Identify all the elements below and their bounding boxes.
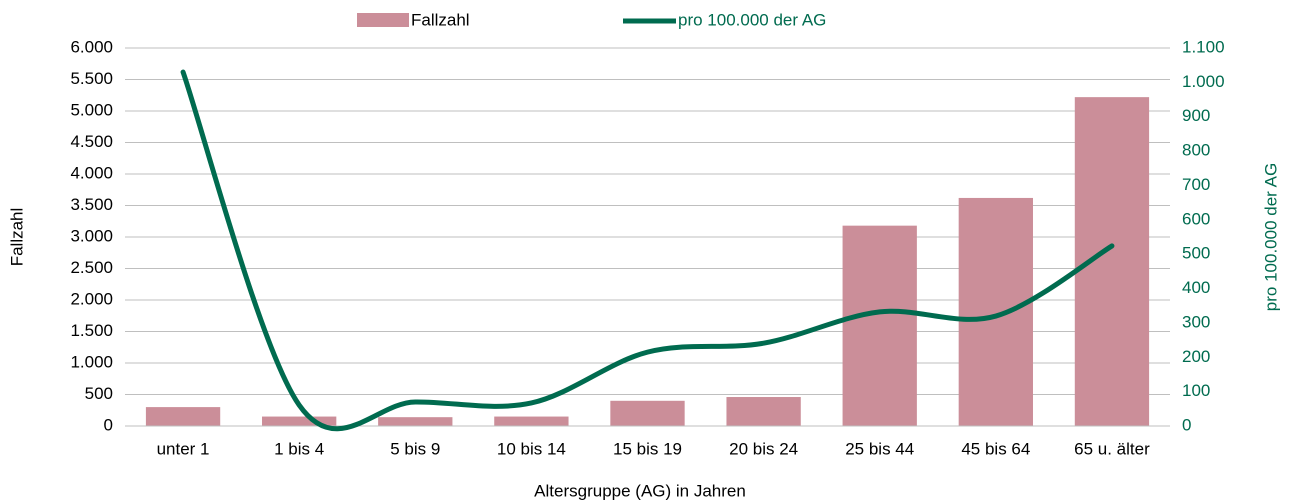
y2-tick-label: 1.100 <box>1182 37 1225 56</box>
bar <box>494 416 569 426</box>
y-tick-label: 1.000 <box>70 352 113 371</box>
y2-tick-label: 400 <box>1182 278 1210 297</box>
y-tick-label: 6.000 <box>70 37 113 56</box>
x-tick-label: 1 bis 4 <box>274 439 324 458</box>
y2-tick-label: 800 <box>1182 141 1210 160</box>
legend-label: Fallzahl <box>411 10 470 29</box>
x-tick-label: 20 bis 24 <box>729 439 798 458</box>
bar <box>958 197 1033 426</box>
x-tick-label: unter 1 <box>157 439 210 458</box>
y2-tick-label: 200 <box>1182 347 1210 366</box>
y2-tick-label: 500 <box>1182 244 1210 263</box>
x-axis-title: Altersgruppe (AG) in Jahren <box>534 481 746 500</box>
x-tick-label: 45 bis 64 <box>961 439 1030 458</box>
y2-tick-label: 1.000 <box>1182 72 1225 91</box>
legend-label: pro 100.000 der AG <box>678 10 826 29</box>
y2-axis-title: pro 100.000 der AG <box>1261 163 1280 311</box>
y-tick-label: 2.500 <box>70 258 113 277</box>
x-tick-label: 10 bis 14 <box>497 439 566 458</box>
y2-tick-label: 900 <box>1182 106 1210 125</box>
bar <box>262 416 337 426</box>
y-tick-label: 2.000 <box>70 289 113 308</box>
y2-tick-label: 600 <box>1182 209 1210 228</box>
y-axis-title: Fallzahl <box>7 208 26 267</box>
bar <box>145 407 221 426</box>
y2-tick-label: 0 <box>1182 415 1191 434</box>
y-tick-label: 3.000 <box>70 226 113 245</box>
y2-tick-label: 100 <box>1182 381 1210 400</box>
bar <box>378 417 453 426</box>
x-tick-label: 15 bis 19 <box>613 439 682 458</box>
y2-tick-label: 700 <box>1182 175 1210 194</box>
y-tick-label: 5.500 <box>70 69 113 88</box>
x-tick-label: 25 bis 44 <box>845 439 914 458</box>
bar <box>610 400 685 426</box>
y-tick-label: 5.000 <box>70 100 113 119</box>
line <box>180 69 1115 432</box>
bar <box>842 225 917 426</box>
y-tick-label: 4.000 <box>70 163 113 182</box>
y-tick-label: 0 <box>104 415 113 434</box>
x-tick-label: 5 bis 9 <box>390 439 440 458</box>
y-tick-label: 3.500 <box>70 195 113 214</box>
y2-tick-label: 300 <box>1182 312 1210 331</box>
y-tick-label: 4.500 <box>70 132 113 151</box>
y-tick-label: 500 <box>85 384 113 403</box>
bar <box>726 397 801 426</box>
x-tick-label: 65 u. älter <box>1074 439 1150 458</box>
y-tick-label: 1.500 <box>70 321 113 340</box>
legend-swatch <box>357 13 409 27</box>
